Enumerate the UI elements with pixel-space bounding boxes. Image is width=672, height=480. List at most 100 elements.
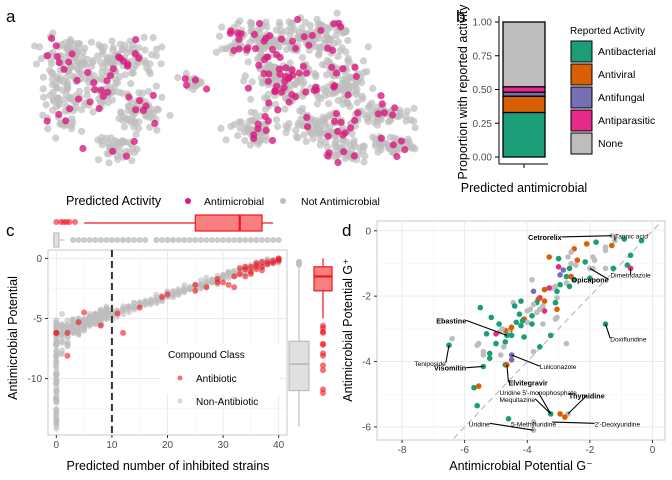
d-point-none <box>602 265 609 272</box>
d-point-antiviral <box>504 362 510 368</box>
map-point-not-antimicrobial <box>273 116 281 124</box>
map-point-antimicrobial <box>266 32 274 40</box>
panel-label-c: c <box>6 221 15 240</box>
d-y-tick-label: -2 <box>362 292 371 303</box>
d-annotation-leader <box>534 398 552 415</box>
map-point-antimicrobial <box>380 109 388 117</box>
d-annotation-leader <box>466 365 484 369</box>
map-point-not-antimicrobial <box>118 89 126 97</box>
map-point-not-antimicrobial <box>363 68 371 76</box>
map-point-antimicrobial <box>401 146 409 154</box>
map-point-antimicrobial <box>299 63 307 71</box>
d-x-tick-label: -4 <box>523 445 532 456</box>
d-x-tick-label: -2 <box>585 445 594 456</box>
b-legend-title: Reported Activity <box>570 26 645 37</box>
d-point-none <box>565 254 571 260</box>
c-point-antibiotic <box>242 263 249 270</box>
map-point-not-antimicrobial <box>321 122 329 130</box>
legend-label-antiviral: Antiviral <box>598 69 635 81</box>
map-point-antimicrobial <box>95 105 103 113</box>
c-top-non-antibiotic-outlier <box>81 237 88 243</box>
map-point-not-antimicrobial <box>356 144 364 152</box>
map-point-not-antimicrobial <box>44 125 52 133</box>
map-point-not-antimicrobial <box>62 39 70 47</box>
map-point-not-antimicrobial <box>109 46 117 54</box>
c-point-non-antibiotic <box>58 311 65 317</box>
legend-label-none: None <box>598 138 623 150</box>
c-point-non-antibiotic <box>69 316 76 323</box>
map-point-not-antimicrobial <box>410 104 418 112</box>
map-point-antimicrobial <box>332 109 341 118</box>
map-point-antimicrobial <box>329 46 337 55</box>
map-point-not-antimicrobial <box>49 29 57 37</box>
d-point-antibacterial <box>446 342 452 349</box>
d-point-antiviral <box>557 411 563 417</box>
map-point-not-antimicrobial <box>319 85 327 93</box>
map-point-not-antimicrobial <box>116 73 124 81</box>
map-point-not-antimicrobial <box>316 129 324 137</box>
map-point-antimicrobial <box>347 124 355 132</box>
c-top-non-antibiotic-outlier <box>253 237 260 243</box>
map-point-antimicrobial <box>340 148 348 156</box>
map-point-not-antimicrobial <box>149 34 157 42</box>
map-point-not-antimicrobial <box>144 87 152 96</box>
map-point-antimicrobial <box>117 54 125 63</box>
c-top-non-antibiotic-outlier <box>170 237 177 243</box>
map-point-antimicrobial <box>230 46 238 55</box>
map-point-not-antimicrobial <box>333 9 341 17</box>
panel-label-b: b <box>456 7 465 26</box>
map-point-antimicrobial <box>388 111 397 119</box>
d-point-none <box>533 309 540 316</box>
c-top-non-antibiotic-outlier <box>75 237 82 243</box>
map-point-not-antimicrobial <box>47 60 56 68</box>
legend-a-antimicrobial-key <box>185 198 191 204</box>
map-point-antimicrobial <box>288 37 297 45</box>
c-point-non-antibiotic <box>53 370 60 377</box>
d-point-antiviral <box>562 414 568 420</box>
map-point-not-antimicrobial <box>81 44 89 52</box>
c-point-non-antibiotic <box>53 357 60 364</box>
c-top-antibiotic-outlier <box>53 219 60 225</box>
map-point-not-antimicrobial <box>49 106 57 114</box>
map-point-not-antimicrobial <box>215 32 224 40</box>
c-top-non-antibiotic-outlier <box>108 237 115 243</box>
c-point-non-antibiotic <box>181 282 188 288</box>
d-point-antibacterial <box>627 252 634 259</box>
map-point-not-antimicrobial <box>89 108 97 116</box>
d-point-antibacterial <box>518 298 524 304</box>
c-point-non-antibiotic <box>64 343 71 350</box>
map-point-antimicrobial <box>352 72 360 80</box>
c-top-antibiotic-outlier <box>66 219 73 225</box>
d-x-tick-label: -6 <box>460 445 469 456</box>
c-point-non-antibiotic <box>147 301 154 308</box>
map-point-antimicrobial <box>43 117 51 125</box>
map-point-antimicrobial <box>335 19 343 27</box>
map-point-antimicrobial <box>244 84 252 92</box>
map-point-antimicrobial <box>73 76 81 84</box>
legend-a-title: Predicted Activity <box>66 194 162 208</box>
d-annotation-leader <box>506 364 510 383</box>
c-right-antibiotic-box <box>313 266 333 292</box>
map-point-not-antimicrobial <box>361 152 369 160</box>
c-x-axis-title: Predicted number of inhibited strains <box>67 459 270 473</box>
legend-label-antifungal: Antifungal <box>598 92 645 104</box>
c-legend-title: Compound Class <box>168 350 245 361</box>
c-point-antibiotic <box>247 263 254 270</box>
map-point-antimicrobial <box>183 81 191 89</box>
d-point-antibacterial <box>621 236 628 242</box>
c-point-antibiotic <box>158 293 165 300</box>
c-point-non-antibiotic <box>186 285 193 292</box>
d-x-tick-label: 0 <box>650 445 656 456</box>
map-point-not-antimicrobial <box>277 27 285 35</box>
c-top-non-antibiotic-outlier <box>120 237 127 243</box>
c-point-antibiotic <box>81 309 88 316</box>
c-top-non-antibiotic-box <box>53 232 60 248</box>
map-point-not-antimicrobial <box>408 144 416 152</box>
d-point-none <box>591 257 598 264</box>
c-right-antibiotic-outlier <box>320 362 326 369</box>
map-point-not-antimicrobial <box>218 23 226 31</box>
map-point-not-antimicrobial <box>317 95 325 103</box>
map-point-antimicrobial <box>339 131 347 139</box>
d-point-antibacterial <box>496 321 502 327</box>
c-top-non-antibiotic-outlier <box>242 237 249 243</box>
